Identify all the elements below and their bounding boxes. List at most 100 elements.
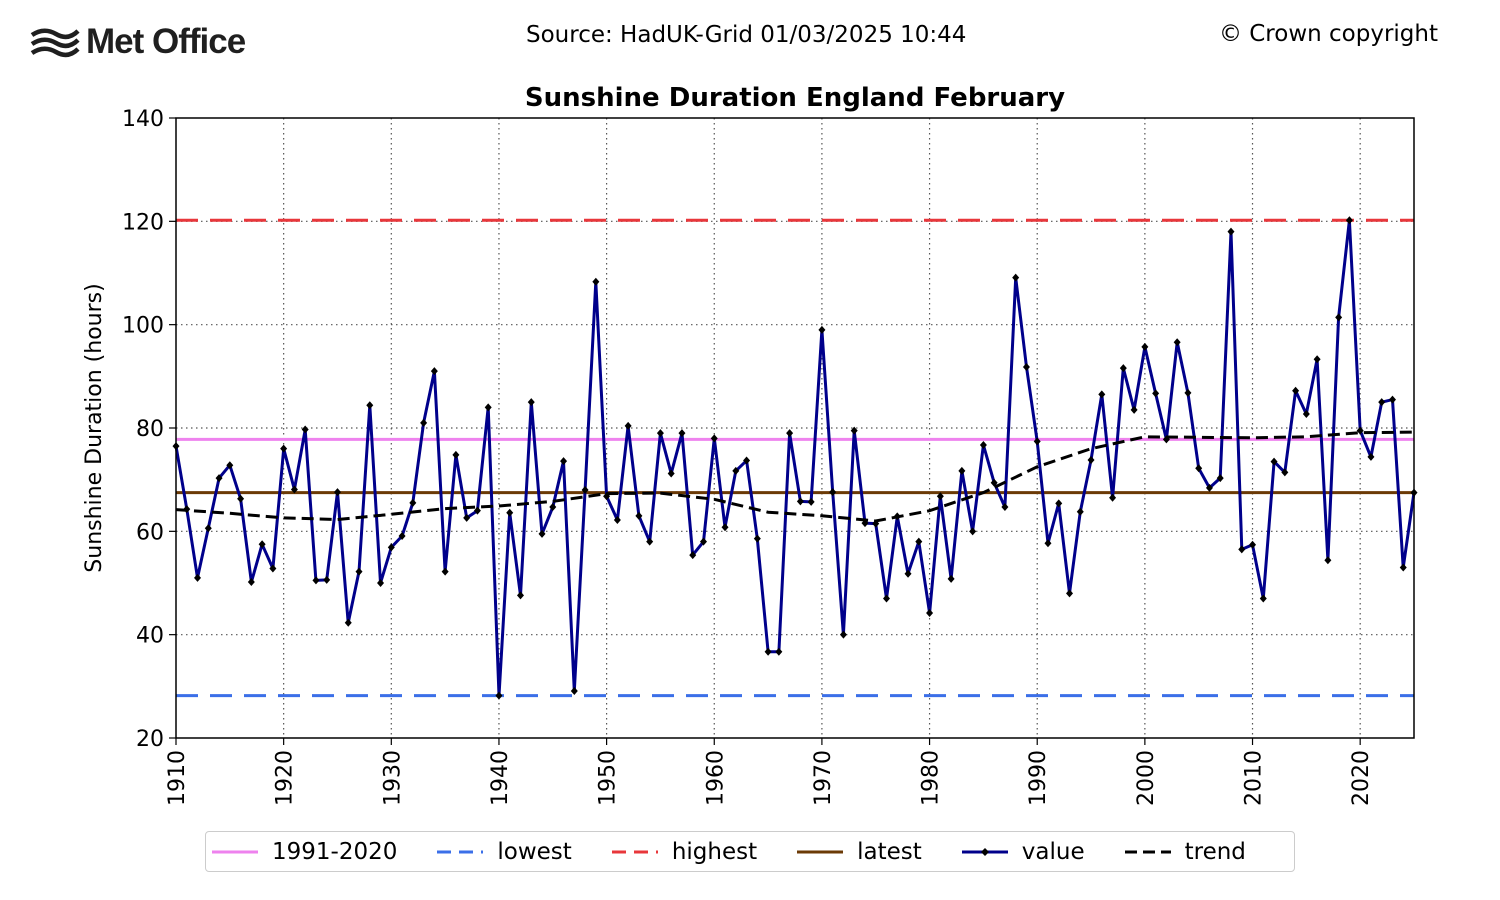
x-tick-label: 1970 bbox=[811, 750, 836, 806]
value-point bbox=[1022, 363, 1030, 372]
y-tick-label: 60 bbox=[136, 520, 164, 545]
legend-label-value: value bbox=[1021, 838, 1085, 865]
legend: 1991-2020 lowest highest latest value tr… bbox=[205, 831, 1295, 872]
value-point bbox=[495, 691, 503, 700]
value-point bbox=[247, 577, 255, 586]
x-tick-label: 2010 bbox=[1242, 750, 1267, 806]
legend-label-highest: highest bbox=[671, 838, 758, 865]
value-point bbox=[355, 567, 363, 576]
value-point bbox=[387, 543, 395, 552]
value-point bbox=[570, 686, 578, 695]
value-point bbox=[947, 574, 955, 583]
ticks: 20 40 60 80 100 120 140 1910 1920 1930 1940 1950 196… bbox=[122, 107, 1374, 806]
x-tick-label: 2000 bbox=[1134, 750, 1159, 806]
y-tick-label: 20 bbox=[136, 727, 164, 752]
grid-layer bbox=[176, 118, 1414, 738]
value-point bbox=[237, 494, 245, 503]
value-point bbox=[1162, 435, 1170, 444]
value-point bbox=[1098, 390, 1106, 399]
value-point bbox=[1152, 389, 1160, 398]
y-tick-label: 100 bbox=[122, 314, 164, 339]
met-office-logo: Met Office bbox=[30, 20, 246, 64]
value-point bbox=[1130, 405, 1138, 414]
legend-swatch-value bbox=[961, 847, 1008, 856]
value-point bbox=[904, 569, 912, 578]
value-point bbox=[990, 478, 998, 487]
value-point bbox=[635, 511, 643, 520]
x-tick-label: 1910 bbox=[165, 750, 190, 806]
value-point bbox=[1001, 503, 1009, 512]
x-tick-label: 1960 bbox=[703, 750, 728, 806]
legend-item-highest: highest bbox=[611, 838, 791, 865]
value-point bbox=[1259, 594, 1267, 603]
value-point bbox=[506, 508, 514, 517]
value-point bbox=[775, 647, 783, 656]
value-point bbox=[1249, 540, 1257, 549]
value-point bbox=[204, 524, 212, 533]
value-point bbox=[926, 608, 934, 617]
value-point bbox=[441, 567, 449, 576]
value-point bbox=[1216, 474, 1224, 483]
legend-label-trend: trend bbox=[1184, 838, 1246, 865]
value-point bbox=[1119, 364, 1127, 373]
value-point bbox=[936, 492, 944, 501]
y-tick-label: 120 bbox=[122, 210, 164, 235]
y-tick-label: 140 bbox=[122, 107, 164, 132]
value-point bbox=[484, 403, 492, 412]
value-point bbox=[280, 444, 288, 453]
value-point bbox=[1195, 464, 1203, 473]
value-point bbox=[1302, 410, 1310, 419]
value-point bbox=[1184, 388, 1192, 397]
legend-item-latest: latest bbox=[797, 839, 956, 865]
x-tick-label: 1990 bbox=[1026, 750, 1051, 806]
value-point bbox=[689, 551, 697, 560]
value-point bbox=[527, 398, 535, 407]
legend-item-baseline: 1991-2020 bbox=[212, 839, 431, 865]
value-point bbox=[1388, 395, 1396, 404]
copyright-label: © Crown copyright bbox=[1218, 21, 1438, 47]
y-tick-label: 40 bbox=[136, 624, 164, 649]
legend-item-lowest: lowest bbox=[437, 839, 605, 865]
x-tick-label: 1930 bbox=[380, 750, 405, 806]
value-point bbox=[1076, 507, 1084, 516]
value-point bbox=[883, 594, 891, 603]
logo-text: Met Office bbox=[86, 22, 246, 61]
value-point bbox=[290, 485, 298, 494]
value-point bbox=[1399, 563, 1407, 572]
value-point bbox=[603, 492, 611, 501]
value-point bbox=[624, 421, 632, 430]
value-point bbox=[786, 429, 794, 438]
value-point bbox=[1335, 313, 1343, 322]
value-point bbox=[915, 537, 923, 546]
value-point bbox=[452, 450, 460, 459]
value-point bbox=[1173, 338, 1181, 347]
value-point bbox=[753, 534, 761, 543]
value-point bbox=[1270, 457, 1278, 466]
value-point bbox=[656, 429, 664, 438]
value-point bbox=[344, 618, 352, 627]
value-point bbox=[516, 591, 524, 600]
value-point bbox=[183, 505, 191, 514]
value-point bbox=[667, 469, 675, 478]
value-point bbox=[646, 537, 654, 546]
legend-swatch-baseline bbox=[212, 850, 258, 853]
legend-item-value: value bbox=[961, 838, 1119, 865]
value-point bbox=[732, 466, 740, 475]
legend-label-lowest: lowest bbox=[497, 838, 572, 865]
value-point bbox=[1227, 227, 1235, 236]
x-tick-label: 2020 bbox=[1349, 750, 1374, 806]
value-point bbox=[560, 457, 568, 466]
value-point bbox=[409, 498, 417, 507]
y-axis-label: Sunshine Duration (hours) bbox=[82, 283, 107, 572]
legend-swatch-highest bbox=[611, 850, 658, 853]
x-tick-label: 1940 bbox=[488, 750, 513, 806]
value-point bbox=[226, 461, 234, 470]
value-point bbox=[872, 519, 880, 528]
legend-label-latest: latest bbox=[857, 838, 922, 865]
value-point bbox=[1012, 273, 1020, 282]
value-point bbox=[721, 523, 729, 532]
trend-series-line bbox=[175, 430, 1415, 523]
reference-lines bbox=[176, 218, 1414, 698]
met-office-waves-icon bbox=[30, 28, 80, 58]
